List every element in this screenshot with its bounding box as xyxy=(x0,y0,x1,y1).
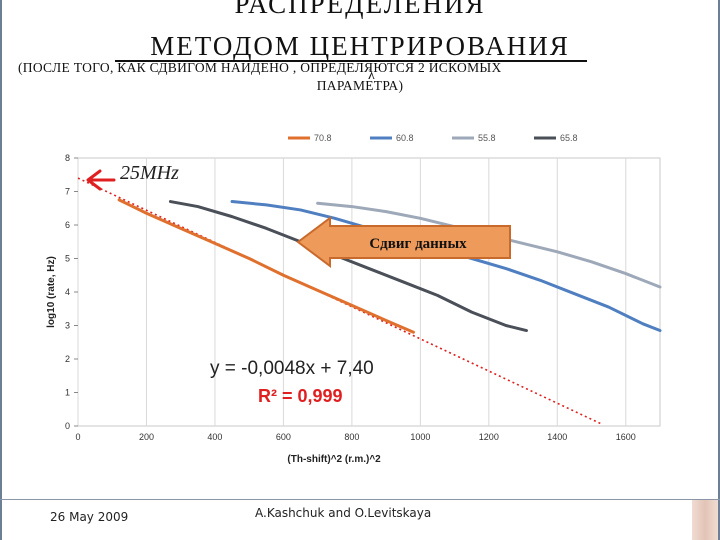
chart-legend: 70.8 60.8 55.8 65.8 xyxy=(288,133,578,143)
legend-label: 55.8 xyxy=(478,133,496,143)
x-tick-label: 1000 xyxy=(410,432,430,442)
chart-gridlines xyxy=(77,158,627,426)
footer-rule xyxy=(0,499,720,500)
rate-arrow xyxy=(86,169,116,191)
slide-subtitle-line-1: (ПОСЛЕ ТОГО, КАК СДВИГОМ НАЙДЕНО , ОПРЕД… xyxy=(18,60,502,75)
y-tick-label: 0 xyxy=(65,421,70,431)
x-tick-label: 800 xyxy=(344,432,359,442)
x-tick-label: 600 xyxy=(276,432,291,442)
y-tick-label: 7 xyxy=(65,187,70,197)
slide-frame-left xyxy=(0,0,2,540)
shift-callout-label: Сдвиг данных xyxy=(369,236,467,252)
fit-equation: y = -0,0048x + 7,40 xyxy=(210,358,374,379)
shift-callout-shape xyxy=(296,216,511,268)
y-axis-label: log10 (rate, Hz) xyxy=(46,256,57,328)
y-tick-label: 3 xyxy=(65,321,70,331)
y-tick-label: 4 xyxy=(65,287,70,297)
series-line-65.8 xyxy=(168,200,528,333)
slide-subtitle-line-2: ПАРАМЕТРА) xyxy=(316,78,404,93)
x-axis-label: (Th-shift)^2 (r.m.)^2 xyxy=(287,454,381,465)
footer-author: A.Kashchuk and O.Levitskaya xyxy=(255,506,432,520)
chart-area: 0 200 400 600 800 1000 1200 1400 1600 0 1 2 3 4 5 6 7 8 (T… xyxy=(40,122,720,500)
y-tick-label: 6 xyxy=(65,220,70,230)
x-tick-label: 1400 xyxy=(547,432,567,442)
x-tick-label: 0 xyxy=(75,432,80,442)
footer-decoration xyxy=(692,500,718,540)
x-tick-label: 200 xyxy=(139,432,154,442)
x-tick-label: 1200 xyxy=(479,432,499,442)
subtitle-symbol: λ xyxy=(368,68,375,83)
footer-date: 26 May 2009 xyxy=(50,510,129,524)
fit-r-squared: R² = 0,999 xyxy=(258,386,343,406)
title-underline xyxy=(115,60,587,62)
series-line-70.8 xyxy=(117,198,416,334)
slide-frame-right xyxy=(718,0,720,540)
y-tick-label: 2 xyxy=(65,354,70,364)
rate-label: 25MHz xyxy=(120,162,179,184)
fit-line xyxy=(77,177,603,425)
chart-axes: 0 200 400 600 800 1000 1200 1400 1600 0 1 2 3 4 5 6 7 8 (T… xyxy=(46,153,636,465)
y-tick-label: 1 xyxy=(65,388,70,398)
y-tick-label: 8 xyxy=(65,153,70,163)
legend-label: 60.8 xyxy=(396,133,414,143)
slide-title-line-2: МЕТОДОМ ЦЕНТРИРОВАНИЯ xyxy=(150,31,570,61)
slide-title-line-1: РАСПРЕДЕЛЕНИЯ xyxy=(234,0,486,19)
legend-label: 65.8 xyxy=(560,133,578,143)
y-tick-label: 5 xyxy=(65,254,70,264)
x-tick-label: 400 xyxy=(207,432,222,442)
chart-svg: 0 200 400 600 800 1000 1200 1400 1600 0 1 2 3 4 5 6 7 8 (T… xyxy=(46,133,662,465)
legend-label: 70.8 xyxy=(314,133,332,143)
x-tick-label: 1600 xyxy=(616,432,636,442)
